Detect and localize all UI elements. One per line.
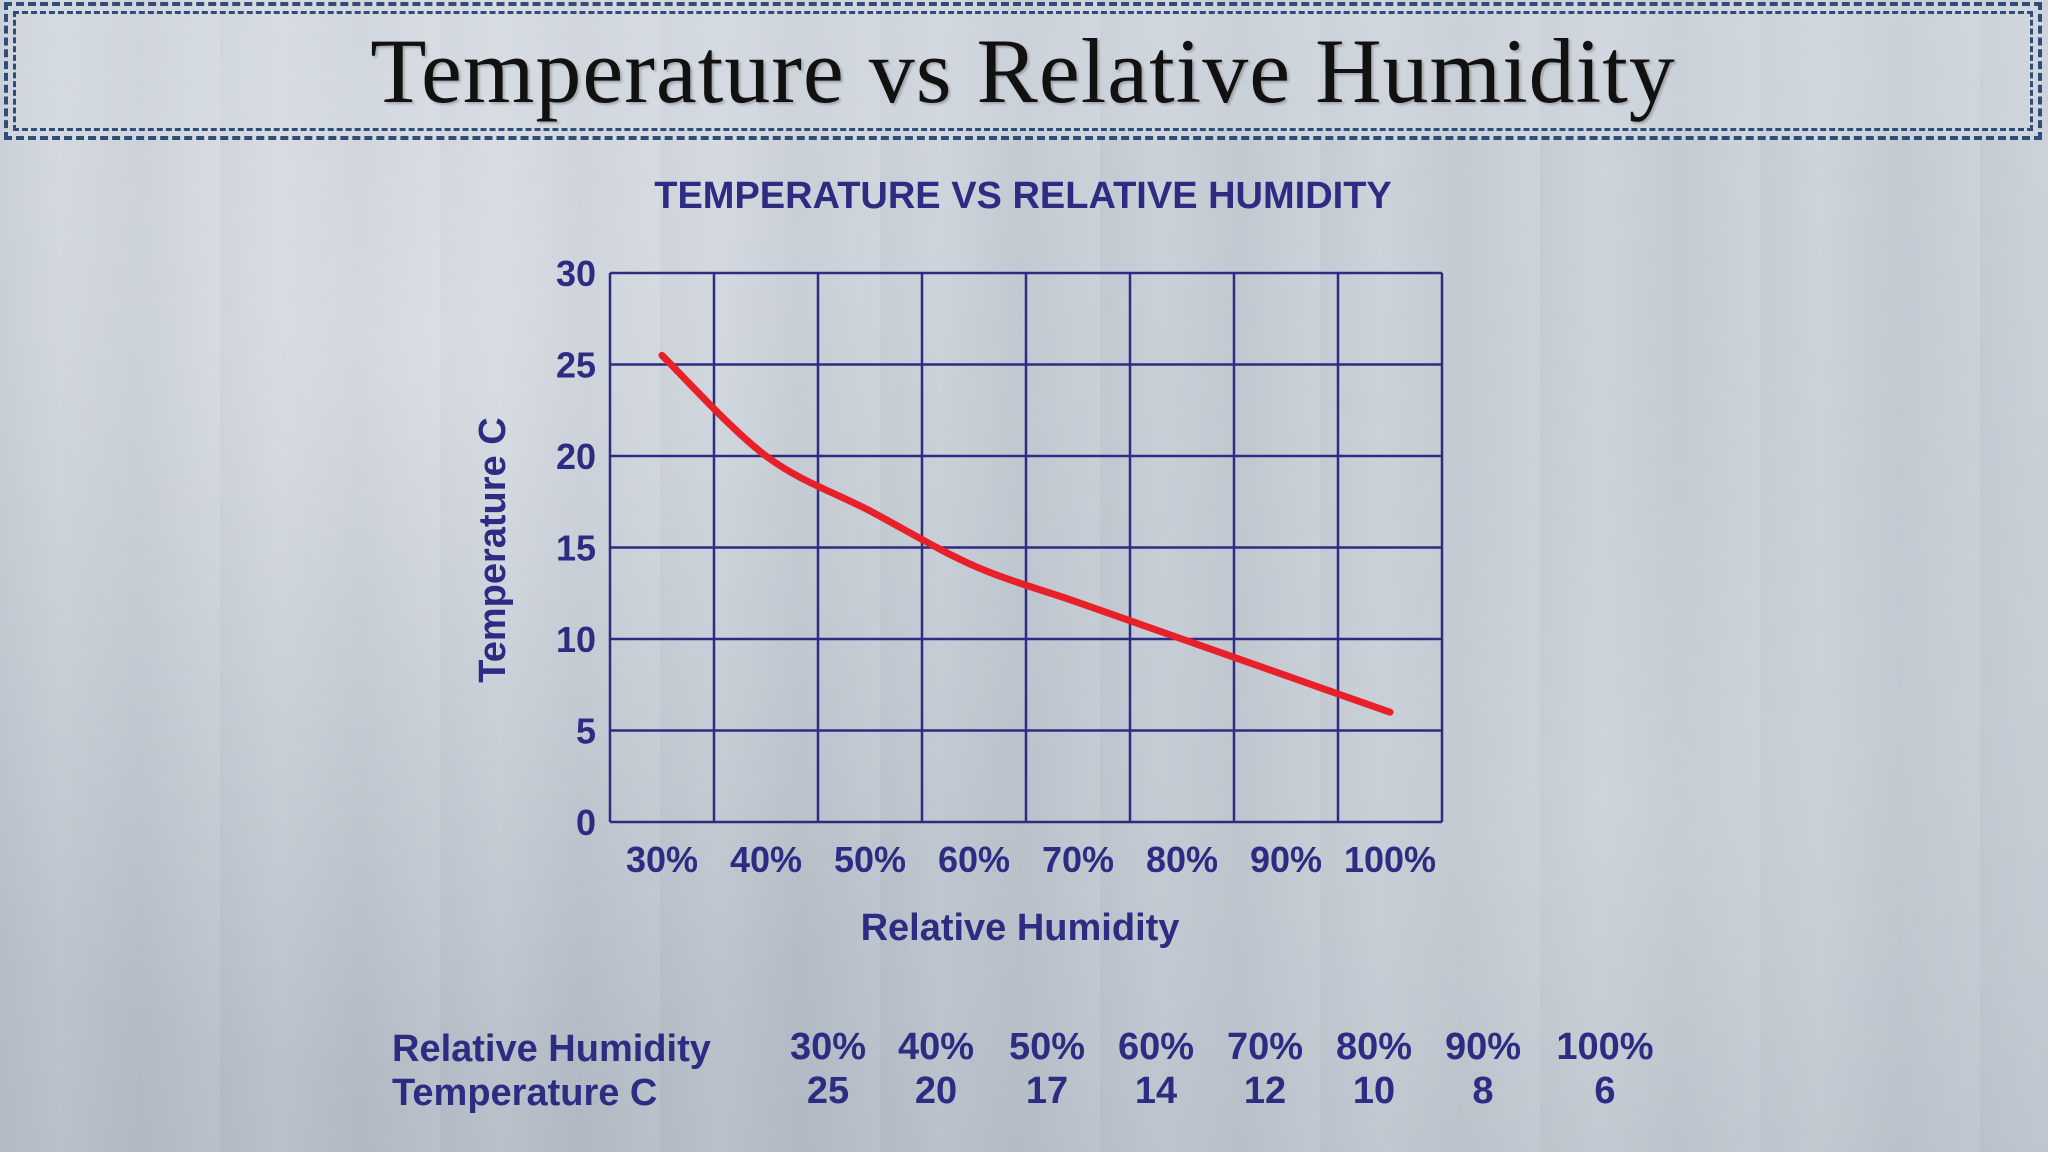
table-humidity-cell: 60% (1117, 1026, 1195, 1068)
table-humidity-cell: 100% (1556, 1026, 1654, 1068)
table-humidity-cell: 50% (1008, 1026, 1086, 1068)
y-tick-label: 25 (556, 345, 596, 386)
x-tick-label: 40% (730, 839, 802, 880)
y-tick-label: 30 (556, 253, 596, 294)
x-tick-label: 70% (1042, 839, 1114, 880)
table-humidity-cell: 40% (897, 1026, 975, 1068)
x-tick-label: 90% (1250, 839, 1322, 880)
y-axis-ticks: 0 5 10 15 20 25 30 (556, 253, 596, 843)
x-tick-label: 100% (1344, 839, 1436, 880)
table-humidity-cell: 30% (789, 1026, 867, 1068)
table-temperature-cell: 8 (1472, 1070, 1494, 1112)
chart-title: TEMPERATURE VS RELATIVE HUMIDITY (654, 175, 1392, 217)
table-humidity-cell: 90% (1444, 1026, 1522, 1068)
slide-title: Temperature vs Relative Humidity (370, 20, 1676, 122)
y-tick-label: 10 (556, 619, 596, 660)
x-tick-label: 80% (1146, 839, 1218, 880)
table-temperature-cell: 17 (1025, 1070, 1069, 1112)
y-axis-label: Temperature C (472, 417, 514, 682)
table-temperature-cell: 14 (1134, 1070, 1178, 1112)
table-row2-label: Temperature C (392, 1072, 658, 1114)
table-temperature-cell: 20 (914, 1070, 958, 1112)
x-tick-label: 30% (626, 839, 698, 880)
y-tick-label: 0 (576, 802, 596, 843)
y-tick-label: 15 (556, 528, 596, 569)
x-axis-ticks: 30% 40% 50% 60% 70% 80% 90% 100% (626, 839, 1436, 880)
y-tick-label: 5 (576, 711, 596, 752)
table-humidity-cell: 70% (1226, 1026, 1304, 1068)
x-axis-label: Relative Humidity (861, 907, 1180, 949)
table-row1-label: Relative Humidity (392, 1028, 711, 1070)
table-temperature-cell: 25 (806, 1070, 850, 1112)
title-banner: Temperature vs Relative Humidity (4, 2, 2042, 140)
table-humidity-cell: 80% (1335, 1026, 1413, 1068)
chart-series (658, 351, 1394, 716)
chart-grid (608, 271, 1444, 824)
x-tick-label: 60% (938, 839, 1010, 880)
table-temperature-cell: 12 (1243, 1070, 1287, 1112)
table-temperature-cell: 10 (1352, 1070, 1396, 1112)
y-tick-label: 20 (556, 436, 596, 477)
x-tick-label: 50% (834, 839, 906, 880)
table-temperature-cell: 6 (1594, 1070, 1616, 1112)
